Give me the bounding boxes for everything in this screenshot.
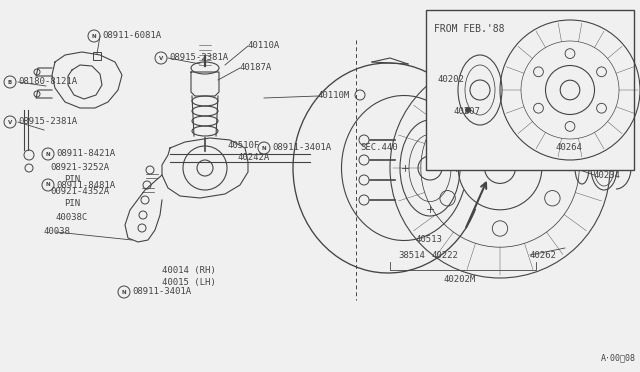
Circle shape: [24, 150, 34, 160]
Text: PIN: PIN: [64, 176, 80, 185]
Text: N: N: [262, 145, 266, 151]
Circle shape: [25, 164, 33, 172]
Circle shape: [138, 224, 146, 232]
Text: FROM FEB.'88: FROM FEB.'88: [434, 24, 504, 34]
Text: 08911-8481A: 08911-8481A: [56, 180, 115, 189]
Bar: [426, 10, 634, 170]
Text: 40015 (LH): 40015 (LH): [162, 279, 216, 288]
Text: 40264: 40264: [555, 144, 582, 153]
Circle shape: [4, 116, 16, 128]
Text: 40110A: 40110A: [248, 42, 280, 51]
Text: B: B: [8, 80, 12, 84]
Circle shape: [359, 155, 369, 165]
Text: SEC.440: SEC.440: [360, 144, 397, 153]
Circle shape: [141, 196, 149, 204]
Text: 40202M: 40202M: [444, 276, 476, 285]
Text: 40510F: 40510F: [228, 141, 260, 150]
Circle shape: [42, 179, 54, 191]
Text: 08180-8121A: 08180-8121A: [18, 77, 77, 87]
Circle shape: [359, 195, 369, 205]
Circle shape: [139, 211, 147, 219]
Text: 38514: 38514: [398, 250, 425, 260]
Text: 40038: 40038: [44, 228, 71, 237]
Text: 40207: 40207: [454, 108, 481, 116]
Text: 40110M: 40110M: [318, 92, 350, 100]
Text: 08911-3401A: 08911-3401A: [132, 288, 191, 296]
Circle shape: [155, 52, 167, 64]
Text: 08921-3252A: 08921-3252A: [50, 164, 109, 173]
Text: 08915-2381A: 08915-2381A: [169, 54, 228, 62]
Circle shape: [359, 135, 369, 145]
Text: N: N: [45, 151, 51, 157]
Circle shape: [34, 91, 40, 97]
Circle shape: [88, 30, 100, 42]
Text: 08911-3401A: 08911-3401A: [272, 144, 331, 153]
Text: 08915-2381A: 08915-2381A: [18, 118, 77, 126]
Text: 40222: 40222: [432, 250, 459, 260]
Circle shape: [4, 76, 16, 88]
Text: 40234: 40234: [594, 170, 621, 180]
Text: 40202: 40202: [438, 76, 465, 84]
Text: N: N: [92, 33, 96, 38]
Text: N: N: [122, 289, 126, 295]
Circle shape: [143, 181, 151, 189]
Text: 00921-4352A: 00921-4352A: [50, 187, 109, 196]
Text: A·00⁂08: A·00⁂08: [601, 353, 636, 362]
Text: 40513: 40513: [416, 235, 443, 244]
Text: 40014 (RH): 40014 (RH): [162, 266, 216, 275]
Text: 40187A: 40187A: [240, 64, 272, 73]
Text: 40242A: 40242A: [238, 154, 270, 163]
Text: 40038C: 40038C: [56, 214, 88, 222]
Circle shape: [465, 107, 471, 113]
Text: V: V: [8, 119, 12, 125]
Text: 08911-6081A: 08911-6081A: [102, 32, 161, 41]
Text: PIN: PIN: [64, 199, 80, 208]
Text: 08911-8421A: 08911-8421A: [56, 150, 115, 158]
Text: 40262: 40262: [530, 250, 557, 260]
Circle shape: [359, 175, 369, 185]
Circle shape: [258, 142, 270, 154]
Circle shape: [118, 286, 130, 298]
FancyBboxPatch shape: [93, 52, 101, 60]
Circle shape: [42, 148, 54, 160]
Text: V: V: [159, 55, 163, 61]
Text: N: N: [45, 183, 51, 187]
Circle shape: [34, 69, 40, 75]
Circle shape: [146, 166, 154, 174]
